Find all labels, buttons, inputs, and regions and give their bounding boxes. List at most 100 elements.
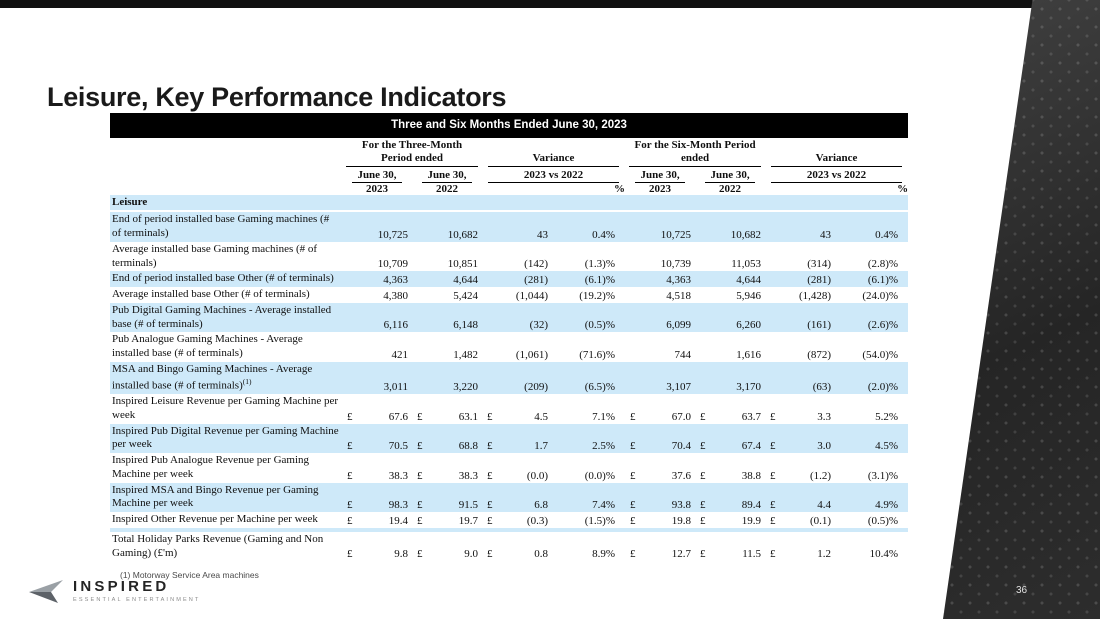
row-label: End of period installed base Other (# of… [110, 271, 342, 288]
currency-symbol-cell: £ [412, 482, 430, 513]
currency-symbol-cell: £ [487, 410, 493, 423]
row-label: Inspired Other Revenue per Machine per w… [112, 513, 318, 526]
percent-cell: (6.5)% [552, 361, 626, 395]
percent-cell: (2.0)% [835, 361, 909, 395]
percent-cell: (54.0)% [862, 348, 899, 361]
currency-symbol-cell [765, 287, 783, 303]
value-cell: 9.8 [394, 548, 408, 561]
value-cell: 38.3 [458, 469, 478, 482]
value-cell: 63.1 [458, 410, 478, 423]
currency-symbol-cell [482, 271, 500, 288]
currency-symbol-cell [625, 211, 644, 242]
currency-symbol-cell: £ [417, 514, 423, 527]
currency-symbol-cell [482, 242, 500, 272]
year-2023-header: 2023 [649, 183, 672, 196]
value-cell: 11.5 [742, 548, 762, 561]
currency-symbol-cell [342, 211, 360, 242]
percent-cell: (6.1)% [552, 271, 626, 288]
currency-symbol-cell: £ [700, 469, 706, 482]
value-cell: 4.5 [534, 410, 548, 423]
currency-symbol-cell: £ [482, 423, 500, 454]
percent-cell: (1.3)% [584, 258, 616, 271]
table-row: Inspired MSA and Bingo Revenue per Gamin… [110, 482, 909, 513]
value-cell: 63.7 [741, 410, 762, 423]
value-cell: 10,709 [377, 258, 408, 271]
june30-header: June 30, [412, 167, 482, 184]
percent-cell: 4.9% [835, 482, 909, 513]
percent-cell: (0.5)% [867, 514, 899, 527]
currency-symbol-cell [482, 302, 500, 333]
value-cell: 5,946 [736, 289, 762, 302]
value-cell: 38.8 [741, 469, 762, 482]
value-cell: 6.8 [500, 482, 552, 513]
row-label: Pub Digital Gaming Machines - Average in… [110, 302, 342, 333]
inspired-logo: INSPIRED ESSENTIAL ENTERTAINMENT [28, 578, 200, 604]
footnote-marker: (1) [242, 376, 252, 386]
currency-symbol-cell: £ [765, 423, 784, 454]
currency-symbol-cell [625, 287, 643, 303]
value-cell: 6,116 [360, 302, 412, 333]
variance-group-header: Variance [482, 138, 625, 168]
percent-cell: (24.0)% [862, 289, 899, 302]
currency-symbol-cell [412, 287, 430, 303]
value-cell: 744 [674, 348, 692, 361]
june30-header: June 30, [342, 167, 412, 184]
percent-header: % [897, 183, 909, 196]
table-row: Average installed base Gaming machines (… [110, 242, 908, 272]
value-cell: 10,739 [660, 258, 692, 271]
percent-cell: 10.4% [869, 548, 899, 561]
currency-symbol-cell: £ [482, 482, 500, 513]
currency-symbol-cell [342, 332, 360, 362]
value-cell: (32) [500, 302, 552, 333]
kpi-table-body: Leisure End of period installed base Gam… [110, 195, 909, 561]
percent-cell: (3.1)% [867, 469, 899, 482]
currency-symbol-cell: £ [630, 514, 636, 527]
percent-header: % [614, 183, 626, 196]
currency-symbol-cell [765, 211, 784, 242]
percent-cell: 7.4% [552, 482, 626, 513]
currency-symbol-cell: £ [347, 514, 353, 527]
table-row: Inspired Pub Analogue Revenue per Gaming… [110, 453, 908, 483]
value-cell: (0.1) [809, 514, 832, 527]
currency-symbol-cell [412, 302, 430, 333]
june30-header: June 30, [625, 167, 695, 184]
percent-cell: (0.0)% [584, 469, 616, 482]
page-title: Leisure, Key Performance Indicators [47, 82, 507, 113]
logo-tagline-text: ESSENTIAL ENTERTAINMENT [73, 597, 201, 603]
year-2022-header: 2022 [719, 183, 742, 196]
kpi-table-container: Three and Six Months Ended June 30, 2023… [110, 113, 909, 561]
currency-symbol-cell: £ [630, 548, 636, 561]
value-cell: 1,482 [453, 348, 478, 361]
variance-sub-header: 2023 vs 2022 [482, 167, 625, 184]
value-cell: 38.3 [388, 469, 408, 482]
percent-cell: (2.8)% [867, 258, 899, 271]
currency-symbol-cell: £ [770, 514, 776, 527]
three-month-group-header: For the Three-Month Period ended [342, 138, 482, 168]
currency-symbol-cell: £ [347, 410, 353, 423]
value-cell: (0.3) [526, 514, 548, 527]
currency-symbol-cell [765, 361, 784, 395]
percent-cell: (71.6)% [579, 348, 616, 361]
currency-symbol-cell [695, 332, 713, 362]
value-cell: (1.2) [809, 469, 832, 482]
value-cell: (1,061) [515, 348, 548, 361]
row-label: Inspired Pub Analogue Revenue per Gaming… [112, 454, 310, 480]
variance-group-header: Variance [765, 138, 908, 168]
value-cell: (209) [500, 361, 552, 395]
value-cell: 1.2 [817, 548, 832, 561]
currency-symbol-cell: £ [342, 482, 360, 513]
currency-symbol-cell: £ [342, 423, 360, 454]
kpi-table: For the Three-Month Period ended Varianc… [110, 138, 909, 561]
row-label: MSA and Bingo Gaming Machines - Average … [110, 361, 342, 395]
value-cell: 0.8 [534, 548, 548, 561]
value-cell: (872) [807, 348, 832, 361]
currency-symbol-cell [342, 242, 360, 272]
separator-cell [110, 527, 909, 532]
year-2023-header: 2023 [366, 183, 388, 196]
value-cell: (281) [783, 271, 836, 288]
value-cell: 5,424 [453, 289, 478, 302]
value-cell: (63) [783, 361, 836, 395]
value-cell: 4,363 [360, 271, 412, 288]
separator-row [110, 527, 909, 532]
value-cell: 4,380 [383, 289, 408, 302]
